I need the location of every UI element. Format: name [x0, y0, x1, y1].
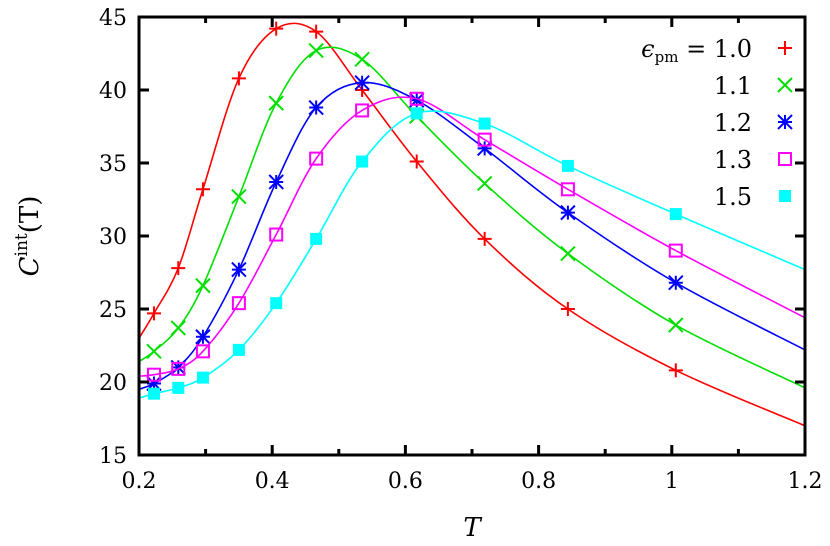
legend-marker [778, 152, 792, 166]
series-line-1.2 [139, 81, 805, 391]
data-point [560, 204, 576, 221]
data-point [170, 359, 187, 376]
data-point [231, 71, 246, 86]
data-point [309, 151, 324, 166]
data-point [268, 95, 284, 111]
legend-marker [778, 41, 792, 55]
y-axis-label: Cint(T) [12, 196, 45, 277]
y-tick-label: 20 [99, 371, 127, 396]
legend-label: 1.5 [714, 183, 752, 211]
data-point [476, 175, 493, 192]
y-tick-label: 30 [99, 225, 127, 250]
data-point [231, 296, 246, 311]
data-point [560, 182, 575, 197]
data-point [354, 74, 370, 91]
data-point [309, 24, 324, 39]
data-point [477, 231, 492, 246]
data-point [195, 344, 210, 359]
plot-area [139, 21, 805, 427]
data-point [308, 99, 324, 116]
data-point [356, 155, 369, 168]
data-point [171, 261, 186, 276]
data-point [231, 188, 247, 205]
data-point [146, 375, 162, 392]
data-point [195, 277, 211, 294]
data-point [146, 306, 161, 321]
legend-label: ϵpm = 1.0 [641, 35, 752, 66]
axis-ticks: 0.2 0.4 0.6 0.8 1 1.2 15 20 25 30 35 40 45 [99, 6, 823, 494]
y-tick-label: 45 [99, 6, 127, 31]
data-point [196, 371, 209, 384]
series-line-1.1 [139, 46, 805, 389]
data-point [231, 261, 247, 278]
y-tick-label: 25 [99, 298, 127, 323]
data-point [269, 21, 284, 36]
legend-marker [777, 114, 793, 130]
data-point [146, 343, 162, 360]
legend-marker [777, 77, 793, 93]
x-axis-label: T [463, 513, 482, 543]
data-point [355, 103, 370, 118]
legend-marker [779, 190, 791, 202]
series-line-1.3 [139, 96, 805, 377]
data-point [232, 343, 245, 356]
data-point [310, 232, 323, 245]
series-line-1.0 [139, 22, 805, 427]
data-point [668, 243, 683, 258]
data-point [409, 154, 424, 169]
x-tick-label: 0.2 [122, 469, 157, 494]
data-point [269, 227, 284, 242]
data-point [171, 361, 186, 376]
data-point [195, 329, 211, 345]
x-tick-label: 1.2 [788, 469, 823, 494]
data-point [170, 320, 187, 336]
data-point [478, 117, 491, 130]
legend: ϵpm = 1.0 1.1 1.2 1.3 1.5 [641, 35, 793, 211]
data-point [195, 182, 210, 197]
x-tick-label: 0.4 [255, 469, 290, 494]
data-point [669, 208, 682, 221]
data-point [410, 107, 423, 120]
data-point [560, 302, 575, 316]
data-point [668, 317, 684, 333]
y-tick-label: 35 [99, 152, 127, 177]
data-point [668, 275, 684, 291]
data-point [476, 140, 493, 157]
data-point [354, 51, 370, 68]
data-point [172, 381, 185, 394]
data-point [147, 387, 160, 400]
data-point [477, 132, 492, 147]
x-tick-label: 0.6 [388, 469, 423, 494]
data-point [668, 363, 683, 378]
y-tick-label: 40 [99, 79, 127, 104]
x-tick-label: 0.8 [521, 469, 556, 494]
x-tick-label: 1 [665, 469, 679, 494]
data-point [146, 367, 161, 382]
y-tick-label: 15 [99, 444, 127, 469]
data-point [409, 91, 424, 106]
legend-label: 1.2 [714, 109, 752, 137]
data-point [561, 159, 574, 172]
data-point [268, 174, 284, 190]
data-point [409, 92, 425, 108]
legend-label: 1.3 [714, 146, 752, 174]
data-point [308, 42, 324, 59]
data-point [270, 297, 283, 310]
data-point [560, 245, 576, 262]
legend-label: 1.1 [714, 72, 752, 100]
